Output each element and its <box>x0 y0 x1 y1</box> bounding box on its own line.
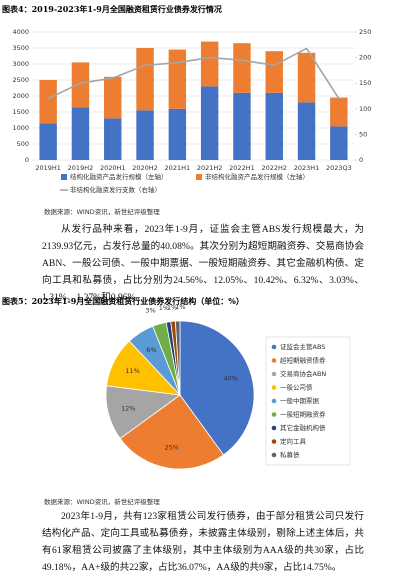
legend-swatch <box>271 439 277 444</box>
x-tick-label: 2019H1 <box>35 164 61 172</box>
legend-label: 定向工具 <box>280 437 307 446</box>
x-tick-label: 2020H1 <box>100 164 126 172</box>
y-tick-label: 0 <box>25 156 29 164</box>
line <box>47 47 340 100</box>
legend-label: 非结构化融资产品发行规模（左轴） <box>205 172 309 181</box>
x-tick-label: 2022H2 <box>261 164 287 172</box>
bar <box>136 110 154 160</box>
y-tick-label: 3500 <box>12 44 29 52</box>
bar <box>39 123 57 160</box>
legend-box <box>265 336 351 466</box>
x-tick-label: 2019H2 <box>68 164 94 172</box>
x-tick-label: 2021H1 <box>165 164 191 172</box>
paragraph: 从发行品种来看，2023年1-9月，证监会主管ABS发行规模最大，为2139.9… <box>42 224 364 303</box>
figure-5: 图表5：2023年1-9月全国融资租赁行业债券发行结构（单位：%） 40% 25% 1… <box>2 296 351 506</box>
legend-label: 私募债 <box>280 450 300 459</box>
data-label: 3% <box>145 306 155 314</box>
legend-label: 结构化融资产品发行规模（左轴） <box>70 172 168 181</box>
legend-swatch <box>271 452 277 458</box>
bar <box>200 41 219 87</box>
bar <box>168 49 187 109</box>
data-label: 1% <box>167 303 177 311</box>
chart-title: 图表5：2023年1-9月全国融资租赁行业债券发行结构（单位：%） <box>2 296 244 306</box>
legend-swatch <box>271 358 277 363</box>
data-label: 1% <box>159 304 169 312</box>
source: 数据来源：WIND资讯，新世纪评级整理 <box>44 497 160 506</box>
x-tick-label: 2023Q3 <box>326 164 352 172</box>
legend-label: 一般公司债 <box>280 383 313 392</box>
bar <box>233 43 251 93</box>
bar <box>104 118 122 160</box>
source: 数据来源：WIND资讯，新世纪评级整理 <box>44 207 160 216</box>
pie-slice <box>174 320 181 396</box>
data-label: 25% <box>164 444 178 452</box>
bar <box>297 102 316 160</box>
legend-label: 证监会主管ABS <box>280 342 325 351</box>
bar <box>265 51 283 93</box>
bar <box>330 97 348 127</box>
bar <box>104 76 122 119</box>
figure-4: 图表4：2019-2023年1-9月全国融资租赁行业债券发行情况05001000… <box>2 4 371 216</box>
legend-label: 其它金融机构债 <box>280 423 326 432</box>
legend-swatch <box>271 344 277 350</box>
y2-tick-label: 100 <box>359 105 371 113</box>
legend-label: 一般中期票据 <box>280 396 320 405</box>
y2-tick-label: 250 <box>359 28 371 36</box>
y-tick-label: 2500 <box>12 76 29 84</box>
y-tick-label: 1500 <box>12 108 29 116</box>
bar <box>136 48 154 111</box>
pie-slice <box>119 394 225 470</box>
y-tick-label: 3000 <box>12 60 29 68</box>
legend-swatch <box>271 412 277 417</box>
bar <box>330 126 348 160</box>
data-label: 1% <box>175 303 185 311</box>
legend-label: 交易商协会ABN <box>280 369 326 378</box>
y-tick-label: 2000 <box>12 92 29 100</box>
bar <box>265 92 283 160</box>
pie-slice <box>179 320 255 456</box>
legend-swatch <box>271 398 277 404</box>
bar <box>71 62 90 108</box>
y-tick-label: 1000 <box>12 124 29 132</box>
bar <box>297 52 316 103</box>
legend-label: 超短期融资债券 <box>280 356 326 365</box>
y-tick-label: 4000 <box>12 28 29 36</box>
legend-label: 一般短期融资券 <box>280 410 326 419</box>
legend-swatch <box>271 371 277 377</box>
y2-tick-label: 150 <box>359 79 371 87</box>
legend-swatch <box>61 174 67 180</box>
x-tick-label: 2020H2 <box>132 164 158 172</box>
x-tick-label: 2021H2 <box>197 164 223 172</box>
data-label: 6% <box>146 346 156 354</box>
data-label: 40% <box>223 375 237 383</box>
y-tick-label: 500 <box>17 140 29 148</box>
x-tick-label: 2022H1 <box>229 164 255 172</box>
bar <box>39 80 57 124</box>
data-label: 11% <box>125 367 139 375</box>
bar <box>71 107 90 160</box>
legend-swatch <box>196 174 202 180</box>
bar <box>168 108 187 160</box>
legend-swatch <box>271 385 277 390</box>
data-label: 12% <box>121 404 135 412</box>
bar <box>233 92 251 160</box>
legend-label: 非结构化融资发行支数（右轴） <box>70 185 161 194</box>
y2-tick-label: 0 <box>359 156 363 164</box>
y2-tick-label: 200 <box>359 54 371 62</box>
x-tick-label: 2023H1 <box>294 164 320 172</box>
bar <box>200 86 219 160</box>
paragraph: 2023年1-9月，共有123家租赁公司发行债券，由于部分租赁公司只发行结构化产… <box>42 511 364 573</box>
legend-swatch <box>271 425 277 431</box>
y2-tick-label: 50 <box>359 130 367 138</box>
chart-title: 图表4：2019-2023年1-9月全国融资租赁行业债券发行情况 <box>2 4 222 14</box>
